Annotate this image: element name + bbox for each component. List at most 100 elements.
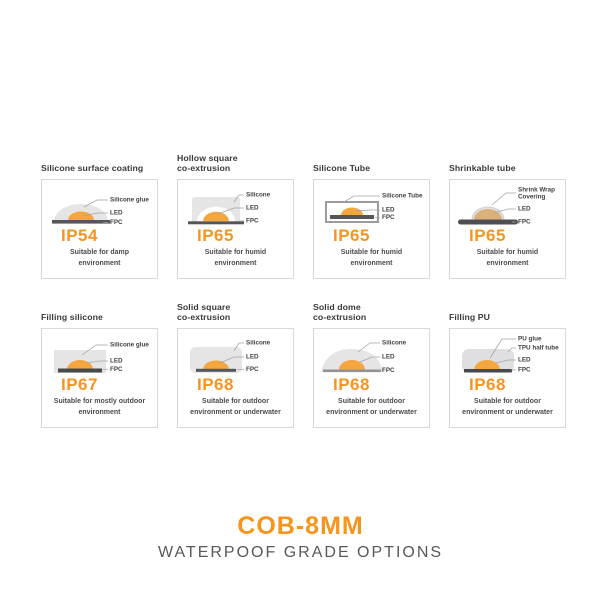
card-title: Filling silicone bbox=[41, 312, 103, 323]
card-title: Solid dome co-extrusion bbox=[313, 301, 367, 323]
cross-section-diagram: PU glue TPU half tube LED FPC bbox=[462, 336, 559, 374]
card-box: Silicone glue LED FPC IP54 Suitable for … bbox=[41, 179, 158, 279]
waterproof-option-card-silicone-tube: Silicone Tube Silicone Tube LED FPC IP65… bbox=[313, 152, 430, 279]
leader-line bbox=[233, 194, 244, 203]
card-box: Shrink Wrap Covering LED FPC IP65 Suitab… bbox=[449, 179, 566, 279]
fpc-shape bbox=[464, 369, 512, 373]
leader-line bbox=[81, 212, 108, 217]
led-shape bbox=[339, 360, 365, 370]
diagram-label: LED bbox=[110, 210, 123, 217]
ip-rating: IP68 bbox=[333, 375, 370, 394]
leader-line bbox=[219, 356, 244, 364]
cross-section-diagram: Silicone LED FPC bbox=[321, 340, 407, 374]
waterproof-option-card-filling-pu: Filling PU PU glue TPU half tube LED FPC… bbox=[449, 301, 566, 428]
fpc-shape bbox=[330, 215, 374, 219]
leader-line bbox=[493, 208, 516, 214]
led-shape bbox=[68, 211, 94, 220]
card-title: Shrinkable tube bbox=[449, 163, 516, 174]
card-box: Silicone LED FPC IP65 Suitable for humid… bbox=[177, 179, 294, 279]
cross-section-diagram: Silicone glue LED FPC bbox=[54, 342, 149, 373]
diagram-label: PU glue bbox=[518, 336, 542, 343]
shrink-wrap-shape bbox=[471, 206, 505, 220]
diagram-label: FPC bbox=[518, 219, 531, 226]
card-description: Suitable for outdoor environment or unde… bbox=[326, 398, 417, 417]
led-shape bbox=[203, 360, 229, 370]
ip-rating: IP65 bbox=[197, 226, 234, 245]
product-title: COB-8MM bbox=[237, 512, 364, 540]
leader-line bbox=[217, 207, 244, 215]
waterproof-option-card-filling-silicone: Filling silicone Silicone glue LED FPC I… bbox=[41, 301, 158, 428]
leader-line bbox=[495, 359, 516, 364]
led-shape bbox=[474, 360, 500, 370]
diagram-label: LED bbox=[518, 357, 531, 364]
fpc-shape bbox=[188, 221, 244, 225]
waterproof-option-card-solid-dome: Solid dome co-extrusion Silicone LED FPC… bbox=[313, 301, 430, 428]
card-title: Hollow square co-extrusion bbox=[177, 152, 238, 174]
leader-line bbox=[359, 356, 380, 363]
cross-section-diagram: Shrink Wrap Covering LED FPC bbox=[458, 187, 555, 226]
ip-rating: IP68 bbox=[197, 375, 234, 394]
leader-line bbox=[233, 342, 244, 352]
card-box: Silicone glue LED FPC IP67 Suitable for … bbox=[41, 328, 158, 428]
leader-line bbox=[355, 209, 380, 212]
card-description: Suitable for outdoor environment or unde… bbox=[190, 398, 281, 417]
diagram-label: Silicone glue bbox=[110, 197, 149, 204]
waterproof-options-grid: Silicone surface coating Silicone glue L… bbox=[41, 152, 566, 428]
card-title: Filling PU bbox=[449, 312, 491, 323]
card-description: Suitable for humid environment bbox=[476, 249, 539, 268]
leader-line bbox=[83, 199, 108, 208]
diagram-label: Silicone bbox=[246, 340, 271, 347]
ip-rating: IP54 bbox=[61, 226, 98, 245]
diagram-label: FPC bbox=[382, 367, 395, 374]
ip-rating: IP67 bbox=[61, 375, 98, 394]
leader-line bbox=[357, 342, 380, 353]
diagram-label: TPU half tube bbox=[518, 345, 559, 352]
leader-line bbox=[491, 192, 516, 206]
diagram-label: FPC bbox=[110, 219, 123, 226]
leader-line bbox=[85, 360, 108, 364]
card-box: Silicone Tube LED FPC IP65 Suitable for … bbox=[313, 179, 430, 279]
diagram-label: Silicone bbox=[382, 340, 407, 347]
card-title: Solid square co-extrusion bbox=[177, 301, 231, 323]
waterproof-option-card-shrinkable-tube: Shrinkable tube Shrink Wrap Covering LED… bbox=[449, 152, 566, 279]
diagram-label: Silicone bbox=[246, 192, 271, 199]
ip-rating: IP65 bbox=[469, 226, 506, 245]
diagram-label: LED bbox=[246, 205, 259, 212]
diagram-label: LED bbox=[382, 207, 395, 214]
led-shape bbox=[341, 207, 363, 215]
diagram-label: LED bbox=[518, 206, 531, 213]
diagram-label: FPC bbox=[382, 214, 395, 221]
diagram-label: FPC bbox=[246, 366, 259, 373]
diagram-label: LED bbox=[110, 358, 123, 365]
leader-line bbox=[507, 347, 516, 353]
leader-line bbox=[81, 344, 108, 356]
card-box: Silicone LED FPC IP68 Suitable for outdo… bbox=[313, 328, 430, 428]
diagram-label: FPC bbox=[246, 218, 259, 225]
cross-section-diagram: Silicone glue LED FPC bbox=[52, 197, 149, 226]
leader-line bbox=[343, 195, 380, 203]
card-description: Suitable for humid environment bbox=[204, 249, 267, 268]
led-shape bbox=[203, 211, 229, 222]
card-title: Silicone Tube bbox=[313, 163, 371, 174]
ip-rating: IP65 bbox=[333, 226, 370, 245]
diagram-label: Covering bbox=[518, 194, 545, 201]
diagram-label: FPC bbox=[518, 367, 531, 374]
card-title: Silicone surface coating bbox=[41, 163, 144, 174]
cross-section-diagram: Silicone Tube LED FPC bbox=[325, 193, 423, 223]
diagram-label: Shrink Wrap bbox=[518, 187, 555, 194]
diagram-label: Silicone Tube bbox=[382, 193, 423, 200]
diagram-label: LED bbox=[382, 354, 395, 361]
fpc-shape bbox=[196, 368, 236, 372]
fpc-shape bbox=[458, 219, 518, 225]
diagram-label: Silicone glue bbox=[110, 342, 149, 349]
card-box: PU glue TPU half tube LED FPC IP68 Suita… bbox=[449, 328, 566, 428]
waterproof-option-card-hollow-square: Hollow square co-extrusion Silicone LED … bbox=[177, 152, 294, 279]
card-description: Suitable for humid environment bbox=[340, 249, 403, 268]
fpc-shape bbox=[323, 369, 381, 373]
fpc-shape bbox=[52, 220, 110, 224]
silicone-layer-shape bbox=[190, 347, 242, 373]
card-description: Suitable for outdoor environment or unde… bbox=[462, 398, 553, 417]
waterproof-option-card-silicone-surface-coating: Silicone surface coating Silicone glue L… bbox=[41, 152, 158, 279]
diagram-label: LED bbox=[246, 354, 259, 361]
